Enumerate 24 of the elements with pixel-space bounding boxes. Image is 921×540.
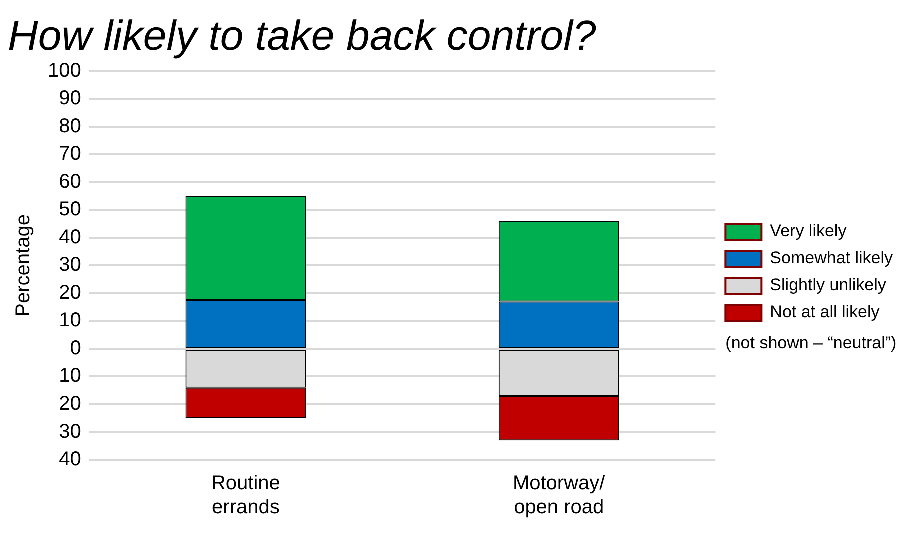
legend-label: Very likely — [770, 222, 848, 241]
text: (not shown – “neutral”) — [726, 334, 897, 353]
y-tick-label: 90 — [59, 88, 82, 110]
legend-label: Not at all likely — [770, 302, 880, 322]
y-tick-label: 30 — [59, 420, 82, 443]
y-tick-label: 60 — [59, 170, 82, 193]
y-tick-label: 100 — [48, 60, 82, 82]
y-tick-label: 0 — [70, 337, 82, 360]
y-tick-label: 20 — [59, 282, 82, 304]
y-tick-label: 80 — [59, 115, 82, 138]
legend-label: Slightly unlikely — [770, 276, 887, 295]
y-axis-title: Percentage — [12, 214, 35, 317]
y-tick-label: 10 — [59, 365, 82, 388]
y-tick-label: 20 — [59, 393, 82, 415]
legend-label: Somewhat likely — [770, 248, 894, 268]
x-tick-label: Routine errands — [211, 472, 280, 519]
y-tick-label: 70 — [59, 143, 82, 166]
x-tick-label: Motorway/ open road — [512, 472, 606, 519]
y-tick-label: 50 — [59, 198, 82, 221]
y-tick-label: 10 — [59, 310, 82, 332]
y-tick-label: 30 — [59, 254, 82, 276]
chart-title: How likely to take back control? — [8, 12, 597, 59]
y-tick-label: 40 — [59, 448, 82, 471]
y-tick-label: 40 — [59, 226, 82, 248]
